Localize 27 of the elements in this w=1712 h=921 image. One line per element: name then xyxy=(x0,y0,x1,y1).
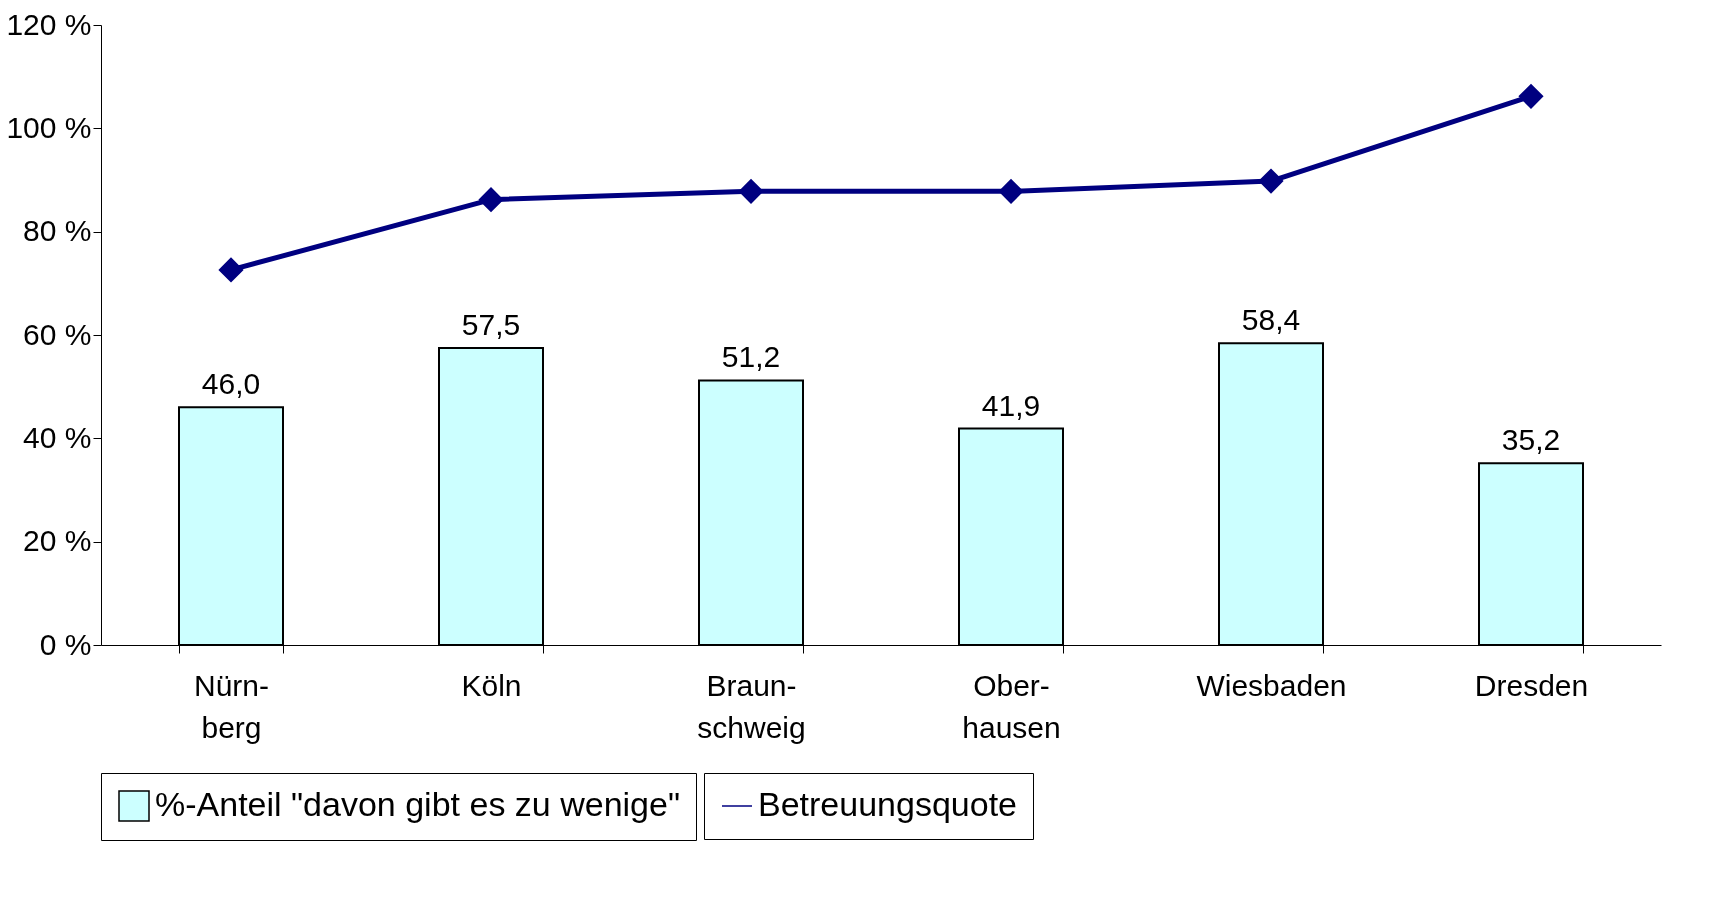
point xyxy=(1518,84,1544,109)
y-tick-label: 20 % xyxy=(23,524,92,558)
point xyxy=(998,179,1024,204)
x-tick-label: Köln xyxy=(461,668,522,702)
data-label: 35,2 xyxy=(1501,423,1561,457)
data-label: 57,5 xyxy=(461,307,521,341)
y-tick-label: 40 % xyxy=(23,420,92,454)
data-label: 41,9 xyxy=(981,388,1041,422)
point xyxy=(218,257,244,283)
data-label: 51,2 xyxy=(721,340,781,374)
point xyxy=(1258,168,1284,194)
x-tick-label: Ober- hausen xyxy=(962,668,1061,744)
y-tick-label: 60 % xyxy=(23,317,92,351)
point xyxy=(738,179,764,204)
x-tick-label: Braun- schweig xyxy=(697,668,806,744)
data-label: 58,4 xyxy=(1241,303,1301,337)
y-tick-label: 0 % xyxy=(39,627,92,661)
x-tick-label: Dresden xyxy=(1474,668,1589,702)
legend-label: %-Anteil "davon gibt es zu wenige" xyxy=(155,785,680,823)
y-tick-label: 120 % xyxy=(6,7,92,41)
point xyxy=(478,187,504,212)
y-tick-label: 100 % xyxy=(6,110,92,144)
y-tick-label: 80 % xyxy=(23,214,92,248)
data-label: 46,0 xyxy=(201,367,261,401)
x-tick-label: Wiesbaden xyxy=(1196,668,1347,702)
legend-label: Betreuungsquote xyxy=(758,785,1017,823)
x-tick-label: Nürn- berg xyxy=(193,668,270,744)
